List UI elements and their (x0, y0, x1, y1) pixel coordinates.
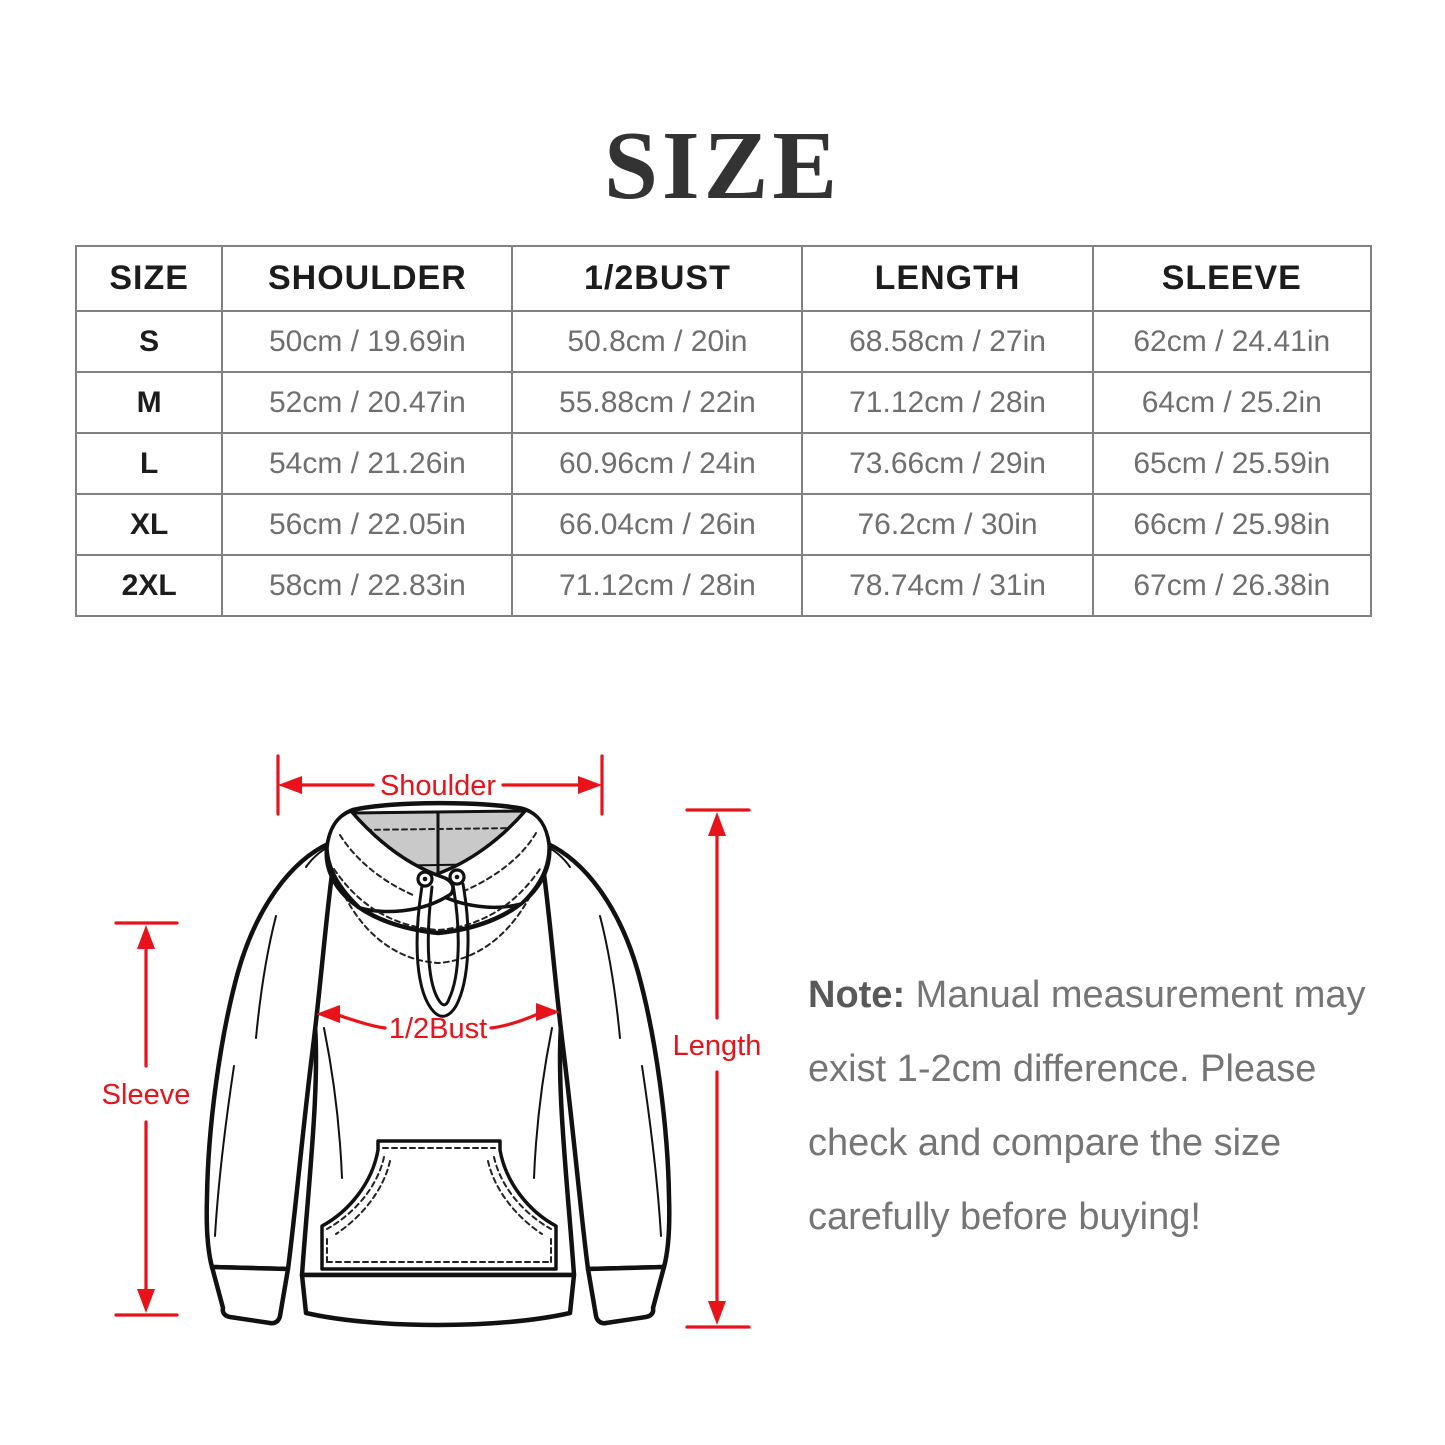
table-row: M 52cm / 20.47in 55.88cm / 22in 71.12cm … (74, 371, 1373, 434)
sleeve-arrow: Sleeve (102, 921, 191, 1317)
page-title: SIZE (603, 112, 842, 219)
cell-size: L (74, 432, 224, 495)
half-bust-arrow: 1/2Bust (316, 1003, 560, 1045)
length-arrow-label: Length (673, 1030, 762, 1062)
table-row: XL 56cm / 22.05in 66.04cm / 26in 76.2cm … (74, 493, 1373, 556)
cell-length: 78.74cm / 31in (801, 554, 1094, 617)
col-header-sleeve: SLEEVE (1091, 245, 1373, 312)
note-prefix: Note: (808, 974, 906, 1016)
table-row: S 50cm / 19.69in 50.8cm / 20in 68.58cm /… (74, 310, 1373, 373)
cell-sleeve: 64cm / 25.2in (1091, 371, 1373, 434)
hoodie-measurement-diagram: Shoulder 1/2Bust Sleeve (102, 754, 762, 1329)
table-row: 2XL 58cm / 22.83in 71.12cm / 28in 78.74c… (74, 554, 1373, 617)
col-header-shoulder: SHOULDER (221, 245, 514, 312)
cell-sleeve: 67cm / 26.38in (1091, 554, 1373, 617)
note-line: carefully before buying! (808, 1196, 1201, 1238)
table-row: L 54cm / 21.26in 60.96cm / 24in 73.66cm … (74, 432, 1373, 495)
length-arrow: Length (673, 808, 762, 1329)
cell-size: S (74, 310, 224, 373)
note-line: exist 1-2cm difference. Please (808, 1048, 1317, 1090)
col-header-length: LENGTH (801, 245, 1094, 312)
cell-halfbust: 71.12cm / 28in (511, 554, 804, 617)
size-table: SIZE SHOULDER 1/2BUST LENGTH SLEEVE S 50… (74, 245, 1373, 617)
cell-length: 71.12cm / 28in (801, 371, 1094, 434)
hoodie-pocket (320, 1139, 558, 1271)
cell-size: 2XL (74, 554, 224, 617)
measurement-arrows: Shoulder 1/2Bust Sleeve (102, 754, 762, 1329)
note-line: check and compare the size (808, 1122, 1282, 1164)
cell-halfbust: 50.8cm / 20in (511, 310, 804, 373)
cell-length: 68.58cm / 27in (801, 310, 1094, 373)
cell-shoulder: 56cm / 22.05in (221, 493, 514, 556)
cell-sleeve: 65cm / 25.59in (1091, 432, 1373, 495)
measurement-note: Note: Manual measurement may exist 1-2cm… (808, 958, 1388, 1254)
hoodie-right-cuff (585, 1264, 667, 1326)
drawstring-inner (426, 883, 460, 1007)
note-line: Note: Manual measurement may (808, 974, 1366, 1016)
cell-sleeve: 62cm / 24.41in (1091, 310, 1373, 373)
cell-length: 73.66cm / 29in (801, 432, 1094, 495)
cell-shoulder: 52cm / 20.47in (221, 371, 514, 434)
drawstring (415, 882, 470, 1018)
sleeve-arrow-label: Sleeve (102, 1079, 191, 1111)
cell-size: XL (74, 493, 224, 556)
hoodie-hood (324, 800, 552, 1018)
col-header-size: SIZE (74, 245, 224, 312)
shoulder-arrow: Shoulder (276, 754, 604, 816)
cell-halfbust: 55.88cm / 22in (511, 371, 804, 434)
cell-length: 76.2cm / 30in (801, 493, 1094, 556)
hoodie-illustration (204, 800, 672, 1328)
cell-halfbust: 60.96cm / 24in (511, 432, 804, 495)
hoodie-left-cuff (209, 1264, 291, 1326)
cell-sleeve: 66cm / 25.98in (1091, 493, 1373, 556)
cell-shoulder: 50cm / 19.69in (221, 310, 514, 373)
table-header-row: SIZE SHOULDER 1/2BUST LENGTH SLEEVE (74, 245, 1373, 312)
hoodie-hem-band (299, 1272, 577, 1328)
col-header-halfbust: 1/2BUST (511, 245, 804, 312)
cell-shoulder: 58cm / 22.83in (221, 554, 514, 617)
cell-shoulder: 54cm / 21.26in (221, 432, 514, 495)
half-bust-arrow-label: 1/2Bust (389, 1013, 487, 1045)
cell-halfbust: 66.04cm / 26in (511, 493, 804, 556)
cell-size: M (74, 371, 224, 434)
shoulder-arrow-label: Shoulder (380, 770, 496, 802)
